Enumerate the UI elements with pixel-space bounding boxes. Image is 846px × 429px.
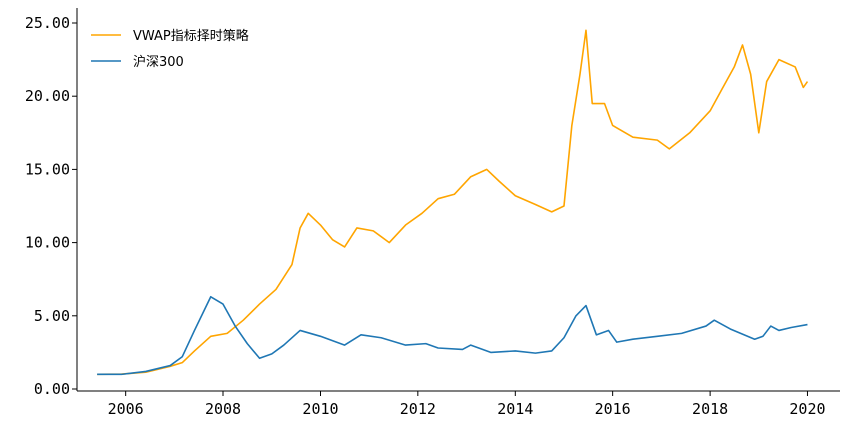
- y-tick-label: 5.00: [34, 307, 70, 325]
- x-tick-label: 2020: [789, 400, 825, 418]
- x-tick-label: 2018: [692, 400, 728, 418]
- series-line-1: [97, 295, 808, 376]
- y-tick-label: 10.00: [25, 234, 70, 252]
- ticks: 0.00 5.00 10.00 15.00 20.00 25.00 2006 2008 2010…: [25, 14, 826, 418]
- series-layer: [97, 29, 809, 376]
- y-tick-label: 0.00: [34, 380, 70, 398]
- y-tick-label: 15.00: [25, 160, 70, 178]
- legend-label-hs300: 沪深300: [133, 54, 184, 70]
- axes: [76, 8, 840, 392]
- x-tick-label: 2008: [205, 400, 241, 418]
- x-tick-label: 2016: [595, 400, 631, 418]
- x-tick-label: 2012: [400, 400, 436, 418]
- series-line-0: [97, 29, 809, 376]
- x-tick-label: 2014: [497, 400, 533, 418]
- x-tick-label: 2006: [108, 400, 144, 418]
- y-tick-label: 20.00: [25, 87, 70, 105]
- legend: VWAP指标择时策略 沪深300: [91, 28, 249, 70]
- y-tick-label: 25.00: [25, 14, 70, 32]
- x-tick-label: 2010: [302, 400, 338, 418]
- legend-label-vwap: VWAP指标择时策略: [133, 28, 249, 44]
